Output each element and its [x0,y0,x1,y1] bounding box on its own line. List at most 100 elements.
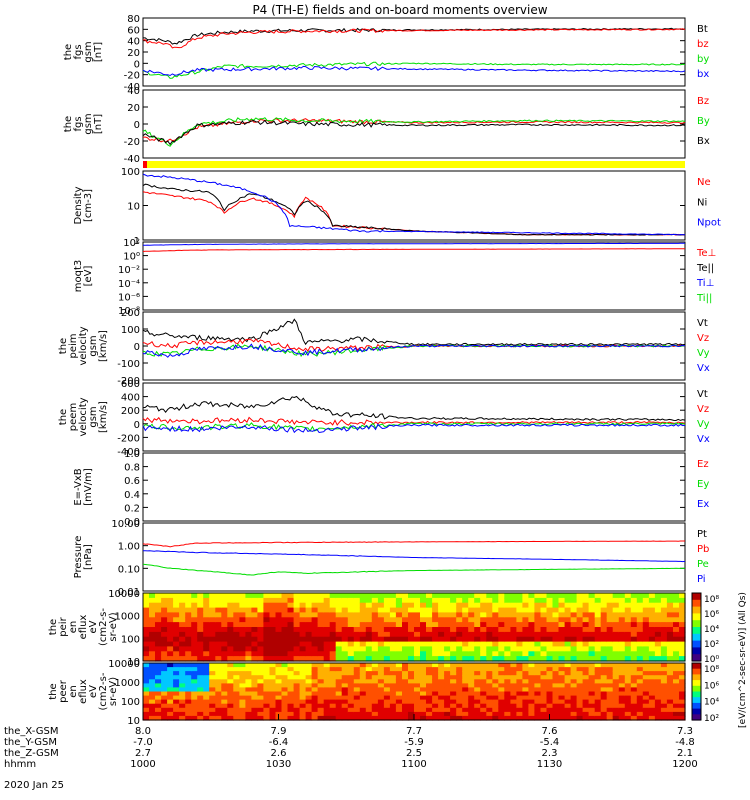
heatmap-cell [311,671,319,676]
heatmap-cell [636,703,644,709]
heatmap-cell [185,707,192,713]
legend-entry-Vt: Vt [697,389,708,400]
heatmap-cell [492,711,499,717]
heatmap-cell [492,663,499,668]
heatmap-cell [323,612,331,618]
heatmap-cell [588,691,596,697]
heatmap-cell [389,663,397,668]
heatmap-cell [492,617,499,623]
heatmap-cell [167,667,174,672]
heatmap-cell [227,711,234,717]
heatmap-cell [341,646,349,652]
panel-frame [142,170,686,241]
heatmap-cell [612,675,620,680]
heatmap-cell [534,636,541,643]
heatmap-cell [600,646,608,652]
heatmap-cell [221,707,228,713]
heatmap-cell [161,707,168,713]
heatmap-cell [371,675,379,680]
heatmap-cell [594,715,602,721]
heatmap-cell [624,687,632,693]
heatmap-cell [558,593,566,599]
heatmap-cell [161,612,168,618]
heatmap-cell [624,612,632,618]
heatmap-cell [450,679,457,684]
heatmap-cell [450,707,457,713]
heatmap-cell [377,667,385,672]
heatmap-cell [389,703,397,709]
heatmap-cell [209,663,216,668]
heatmap-cell [654,699,662,705]
heatmap-cell [666,699,674,705]
heatmap-cell [245,695,252,701]
heatmap-cell [215,671,222,676]
heatmap-cell [480,651,487,657]
heatmap-cell [618,617,626,623]
heatmap-cell [552,687,560,693]
heatmap-cell [504,687,511,693]
heatmap-cell [462,631,469,638]
heatmap-cell [179,641,186,648]
heatmap-cell [161,646,168,652]
heatmap-cell [432,671,439,676]
heatmap-cell [618,663,626,668]
heatmap-cell [564,675,572,680]
heatmap-cell [305,607,313,614]
heatmap-cell [594,656,602,662]
heatmap-cell [353,707,361,713]
heatmap-cell [155,703,162,709]
heatmap-cell [618,687,626,693]
heatmap-cell [432,602,439,609]
heatmap-cell [341,656,349,662]
heatmap-cell [215,646,222,652]
heatmap-cell [365,627,373,633]
heatmap-cell [408,607,415,614]
heatmap-cell [227,663,234,668]
heatmap-cell [492,715,499,721]
heatmap-cell [630,622,638,628]
heatmap-cell [233,715,240,721]
heatmap-cell [257,663,264,668]
heatmap-cell [263,622,270,628]
heatmap-cell [143,631,150,638]
heatmap-cell [510,703,517,709]
heatmap-cell [576,707,584,713]
heatmap-cell [654,671,662,676]
heatmap-cell [143,651,150,657]
heatmap-cell [323,711,331,717]
heatmap-cell [287,641,295,648]
heatmap-cell [353,679,361,684]
heatmap-cell [576,671,584,676]
heatmap-cell [167,679,174,684]
heatmap-cell [215,707,222,713]
heatmap-cell [371,597,379,604]
heatmap-cell [570,695,578,701]
heatmap-cell [673,646,680,652]
heatmap-cell [546,617,554,623]
heatmap-cell [371,707,379,713]
heatmap-cell [420,607,427,614]
heatmap-cell [221,631,228,638]
heatmap-cell [474,593,481,599]
heatmap-cell [534,707,541,713]
heatmap-cell [462,656,469,662]
heatmap-cell [239,597,246,604]
y-axis-label: gsm [83,41,94,62]
heatmap-cell [618,636,626,643]
heatmap-cell [167,675,174,680]
heatmap-cell [329,683,337,689]
heatmap-cell [173,663,180,668]
heatmap-cell [149,671,156,676]
heatmap-cell [251,607,258,614]
heatmap-cell [335,627,343,633]
y-tick-label: 600 [121,379,140,390]
heatmap-cell [341,627,349,633]
heatmap-cell [257,612,264,618]
heatmap-cell [618,711,626,717]
heatmap-cell [564,715,572,721]
heatmap-cell [679,703,686,709]
heatmap-cell [323,675,331,680]
heatmap-cell [317,593,325,599]
heatmap-cell [173,699,180,705]
